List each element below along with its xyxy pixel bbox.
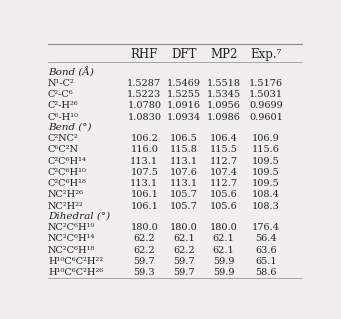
- Text: 106.5: 106.5: [170, 134, 198, 143]
- Text: NC²H²⁶: NC²H²⁶: [48, 190, 84, 199]
- Text: 59.9: 59.9: [213, 257, 234, 266]
- Text: H¹⁰C⁶C²H²²: H¹⁰C⁶C²H²²: [48, 257, 103, 266]
- Text: 106.1: 106.1: [131, 202, 158, 211]
- Text: 59.9: 59.9: [213, 268, 234, 277]
- Text: 62.2: 62.2: [133, 246, 155, 255]
- Text: 65.1: 65.1: [255, 257, 277, 266]
- Text: C²-C⁶: C²-C⁶: [48, 90, 74, 99]
- Text: Bond (Å): Bond (Å): [48, 67, 94, 77]
- Text: 1.5345: 1.5345: [207, 90, 241, 99]
- Text: 106.1: 106.1: [131, 190, 158, 199]
- Text: 180.0: 180.0: [210, 223, 238, 232]
- Text: 115.5: 115.5: [210, 145, 238, 154]
- Text: 62.1: 62.1: [213, 246, 235, 255]
- Text: 1.5255: 1.5255: [167, 90, 201, 99]
- Text: C²-H²⁶: C²-H²⁶: [48, 101, 79, 110]
- Text: 59.7: 59.7: [134, 257, 155, 266]
- Text: MP2: MP2: [210, 48, 237, 61]
- Text: C⁶-H¹⁰: C⁶-H¹⁰: [48, 113, 79, 122]
- Text: 62.2: 62.2: [133, 234, 155, 243]
- Text: 59.7: 59.7: [173, 268, 195, 277]
- Text: 1.0956: 1.0956: [207, 101, 241, 110]
- Text: 1.0830: 1.0830: [128, 113, 161, 122]
- Text: Exp.⁷: Exp.⁷: [250, 48, 282, 61]
- Text: 112.7: 112.7: [210, 157, 238, 166]
- Text: 1.0986: 1.0986: [207, 113, 241, 122]
- Text: 1.0916: 1.0916: [167, 101, 201, 110]
- Text: 115.6: 115.6: [252, 145, 280, 154]
- Text: NC²C⁶H¹⁴: NC²C⁶H¹⁴: [48, 234, 95, 243]
- Text: 1.5176: 1.5176: [249, 79, 283, 88]
- Text: 116.0: 116.0: [131, 145, 158, 154]
- Text: 107.5: 107.5: [131, 168, 158, 177]
- Text: H¹⁰C⁶C²H²⁶: H¹⁰C⁶C²H²⁶: [48, 268, 103, 277]
- Text: 1.0934: 1.0934: [167, 113, 201, 122]
- Text: 113.1: 113.1: [130, 179, 159, 188]
- Text: 0.9699: 0.9699: [249, 101, 283, 110]
- Text: 109.5: 109.5: [252, 179, 280, 188]
- Text: NC²H²²: NC²H²²: [48, 202, 84, 211]
- Text: 62.2: 62.2: [173, 246, 195, 255]
- Text: N¹-C²: N¹-C²: [48, 79, 75, 88]
- Text: C²C⁶H¹⁰: C²C⁶H¹⁰: [48, 168, 87, 177]
- Text: DFT: DFT: [171, 48, 197, 61]
- Text: 59.3: 59.3: [134, 268, 155, 277]
- Text: 176.4: 176.4: [252, 223, 280, 232]
- Text: 106.2: 106.2: [131, 134, 158, 143]
- Text: NC²C⁶H¹⁰: NC²C⁶H¹⁰: [48, 223, 95, 232]
- Text: 109.5: 109.5: [252, 157, 280, 166]
- Text: 62.1: 62.1: [213, 234, 235, 243]
- Text: Dihedral (°): Dihedral (°): [48, 212, 110, 221]
- Text: 1.5287: 1.5287: [127, 79, 161, 88]
- Text: 109.5: 109.5: [252, 168, 280, 177]
- Text: 106.4: 106.4: [210, 134, 238, 143]
- Text: 58.6: 58.6: [255, 268, 277, 277]
- Text: 56.4: 56.4: [255, 234, 277, 243]
- Text: 59.7: 59.7: [173, 257, 195, 266]
- Text: 1.5518: 1.5518: [207, 79, 241, 88]
- Text: 105.6: 105.6: [210, 190, 238, 199]
- Text: 105.6: 105.6: [210, 202, 238, 211]
- Text: C²NC²: C²NC²: [48, 134, 79, 143]
- Text: 62.1: 62.1: [173, 234, 195, 243]
- Text: 63.6: 63.6: [255, 246, 277, 255]
- Text: 1.0780: 1.0780: [128, 101, 161, 110]
- Text: 112.7: 112.7: [210, 179, 238, 188]
- Text: C²C⁶H¹⁴: C²C⁶H¹⁴: [48, 157, 87, 166]
- Text: 106.9: 106.9: [252, 134, 280, 143]
- Text: 180.0: 180.0: [131, 223, 158, 232]
- Text: 108.3: 108.3: [252, 202, 280, 211]
- Text: NC²C⁶H¹⁸: NC²C⁶H¹⁸: [48, 246, 95, 255]
- Text: 113.1: 113.1: [170, 179, 198, 188]
- Text: 1.5223: 1.5223: [127, 90, 162, 99]
- Text: RHF: RHF: [131, 48, 158, 61]
- Text: Bend (°): Bend (°): [48, 123, 91, 132]
- Text: C²C⁶H¹⁸: C²C⁶H¹⁸: [48, 179, 87, 188]
- Text: 0.9601: 0.9601: [249, 113, 283, 122]
- Text: 1.5469: 1.5469: [167, 79, 201, 88]
- Text: 105.7: 105.7: [170, 202, 198, 211]
- Text: 107.4: 107.4: [210, 168, 238, 177]
- Text: 113.1: 113.1: [170, 157, 198, 166]
- Text: 115.8: 115.8: [170, 145, 198, 154]
- Text: 113.1: 113.1: [130, 157, 159, 166]
- Text: 107.6: 107.6: [170, 168, 198, 177]
- Text: 108.4: 108.4: [252, 190, 280, 199]
- Text: 180.0: 180.0: [170, 223, 198, 232]
- Text: 105.7: 105.7: [170, 190, 198, 199]
- Text: 1.5031: 1.5031: [249, 90, 283, 99]
- Text: C⁶C²N: C⁶C²N: [48, 145, 79, 154]
